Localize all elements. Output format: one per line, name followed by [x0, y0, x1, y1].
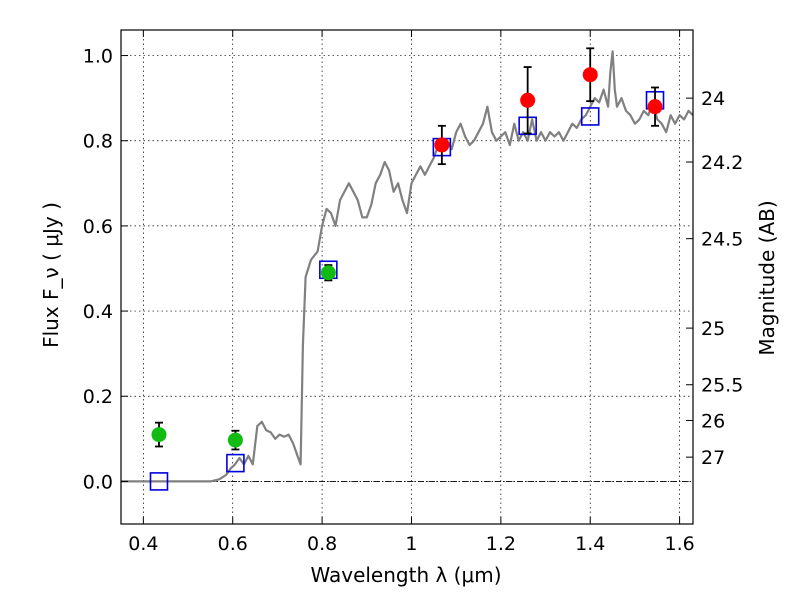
plot-frame — [120, 29, 694, 525]
y-tick-label: 0.4 — [83, 301, 113, 323]
x-tick-label: 1.2 — [486, 533, 516, 555]
right-tick-label: 24 — [701, 88, 725, 110]
x-tick-label: 1.6 — [664, 533, 694, 555]
model-flux-square — [226, 453, 245, 473]
y-tick-label: 0.6 — [83, 216, 113, 238]
green-data-point — [151, 427, 167, 443]
right-tick-label: 25 — [701, 318, 725, 340]
model-spectrum-line — [121, 50, 694, 483]
right-tick-label: 27 — [701, 447, 725, 469]
red-data-point — [434, 137, 450, 153]
green-data-point — [227, 432, 243, 448]
y-tick-label: 1.0 — [83, 46, 113, 68]
right-tick-label: 24.5 — [701, 229, 743, 251]
photometry-layer — [149, 47, 665, 491]
grid — [121, 30, 693, 524]
x-tick-label: 1.4 — [575, 533, 605, 555]
right-tick-label: 26 — [701, 411, 725, 433]
right-ticks: 24 24.2 24.5 25 25.5 26 27 — [686, 88, 743, 469]
right-tick-label: 24.2 — [701, 152, 743, 174]
model-flux-square — [149, 472, 169, 491]
model-spectrum-layer — [121, 50, 694, 483]
green-data-point — [320, 265, 336, 281]
x-axis-label: Wavelength λ (μm) — [310, 563, 501, 587]
right-tick-label: 25.5 — [701, 375, 743, 397]
y-ticks: 0.0 0.2 0.4 0.6 0.8 1.0 — [83, 46, 128, 493]
x-tick-label: 0.4 — [128, 533, 158, 555]
x-tick-label: 0.6 — [218, 533, 248, 555]
x-ticks: 0.4 0.6 0.8 1 1.2 1.4 1.6 — [128, 30, 695, 555]
red-data-point — [647, 99, 663, 115]
right-axis-label: Magnitude (AB) — [755, 200, 779, 355]
x-tick-label: 1 — [405, 533, 417, 555]
x-tick-label: 0.8 — [307, 533, 337, 555]
y-tick-label: 0.2 — [83, 386, 113, 408]
red-data-point — [582, 67, 598, 83]
model-flux-square — [580, 107, 600, 126]
y-axis-label: Flux F_ν ( μJy ) — [39, 202, 63, 348]
y-tick-label: 0.8 — [83, 131, 113, 153]
y-tick-label: 0.0 — [83, 471, 113, 493]
red-data-point — [520, 92, 536, 108]
